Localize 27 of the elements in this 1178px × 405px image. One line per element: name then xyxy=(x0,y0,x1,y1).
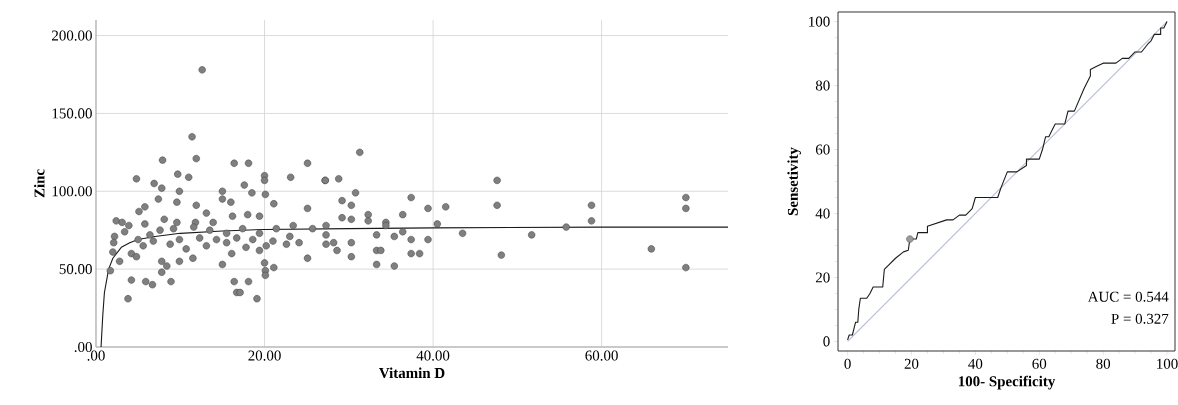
y-tick-label: 100 xyxy=(809,16,830,27)
x-axis-title: Vitamin D xyxy=(379,367,445,379)
x-tick-label: 100 xyxy=(1157,358,1178,369)
y-tick-label: 100.00 xyxy=(52,186,92,197)
y-tick-label: 50.00 xyxy=(59,264,92,275)
y-tick-label: 150.00 xyxy=(52,108,92,119)
y-tick-label: 20 xyxy=(815,272,830,283)
x-axis-title: 100- Specificity xyxy=(958,375,1056,390)
y-axis-title: Zinc xyxy=(34,169,45,198)
x-tick-label: 20 xyxy=(904,358,919,369)
x-tick-label: 60 xyxy=(1032,358,1047,369)
x-tick-label: .00 xyxy=(87,350,105,361)
y-tick-label: 80 xyxy=(815,80,830,91)
annotation: P = 0.327 xyxy=(1111,313,1169,324)
y-axis-title: Sensetivity xyxy=(787,147,801,216)
x-tick-label: 40 xyxy=(968,358,983,369)
y-tick-label: 40 xyxy=(815,208,830,219)
x-tick-label: 40.00 xyxy=(416,350,450,361)
y-tick-label: 200.00 xyxy=(52,30,92,41)
y-tick-label: .00 xyxy=(74,341,92,353)
x-tick-label: 80 xyxy=(1096,358,1111,369)
x-tick-label: 20.00 xyxy=(248,350,281,361)
x-tick-label: 0 xyxy=(844,358,851,369)
annotation: AUC = 0.544 xyxy=(1087,291,1169,302)
y-tick-label: 0 xyxy=(823,336,830,347)
y-tick-label: 60 xyxy=(815,144,830,155)
x-tick-label: 60.00 xyxy=(585,350,618,361)
